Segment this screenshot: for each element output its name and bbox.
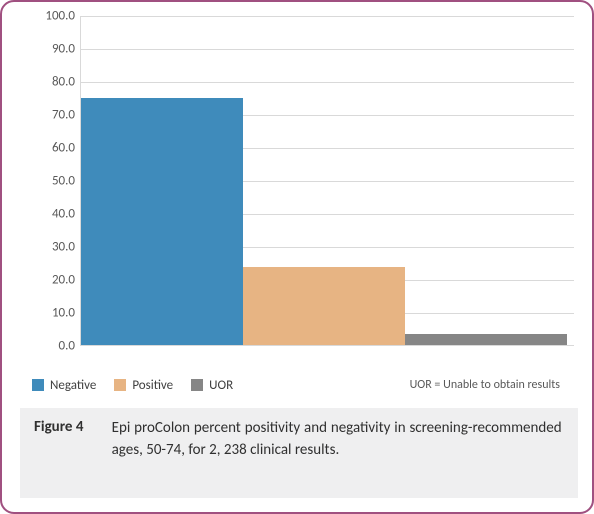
plot-area: 0.010.020.030.040.050.060.070.080.090.01… <box>80 16 574 346</box>
figure-text: Epi proColon percent positivity and nega… <box>112 418 562 462</box>
legend-label: Negative <box>50 378 96 393</box>
bar-negative <box>81 98 243 346</box>
figure-caption: Figure 4 Epi proColon percent positivity… <box>20 408 578 498</box>
y-tick-label: 20.0 <box>27 273 75 288</box>
legend-item-positive: Positive <box>114 378 173 393</box>
legend-label: Positive <box>132 378 173 393</box>
y-tick-label: 80.0 <box>27 75 75 90</box>
legend: Negative Positive UOR UOR = Unable to obtai… <box>32 374 572 396</box>
gridline <box>81 49 574 50</box>
y-tick-label: 30.0 <box>27 240 75 255</box>
legend-swatch <box>32 379 44 391</box>
gridline <box>81 16 574 17</box>
y-tick-label: 70.0 <box>27 108 75 123</box>
y-tick-label: 50.0 <box>27 174 75 189</box>
legend-note: UOR = Unable to obtain results <box>410 378 572 392</box>
legend-item-negative: Negative <box>32 378 96 393</box>
legend-swatch <box>114 379 126 391</box>
y-tick-label: 40.0 <box>27 207 75 222</box>
y-tick-label: 60.0 <box>27 141 75 156</box>
y-tick-label: 90.0 <box>27 42 75 57</box>
bar-positive <box>243 267 405 345</box>
bar-uor <box>405 334 567 345</box>
figure-frame: 0.0 10.0 20.0 30.0 40.0 50.0 60.0 70.0 80.0 90.0 1… <box>0 0 594 514</box>
legend-swatch <box>191 379 203 391</box>
y-tick-label: 10.0 <box>27 306 75 321</box>
legend-label: UOR <box>209 378 233 393</box>
y-tick-label: 0.0 <box>27 339 75 354</box>
figure-label: Figure 4 <box>34 418 108 436</box>
y-tick-label: 100.0 <box>27 9 75 24</box>
bar-chart: 0.010.020.030.040.050.060.070.080.090.01… <box>28 16 574 366</box>
legend-item-uor: UOR <box>191 378 233 393</box>
gridline <box>81 82 574 83</box>
